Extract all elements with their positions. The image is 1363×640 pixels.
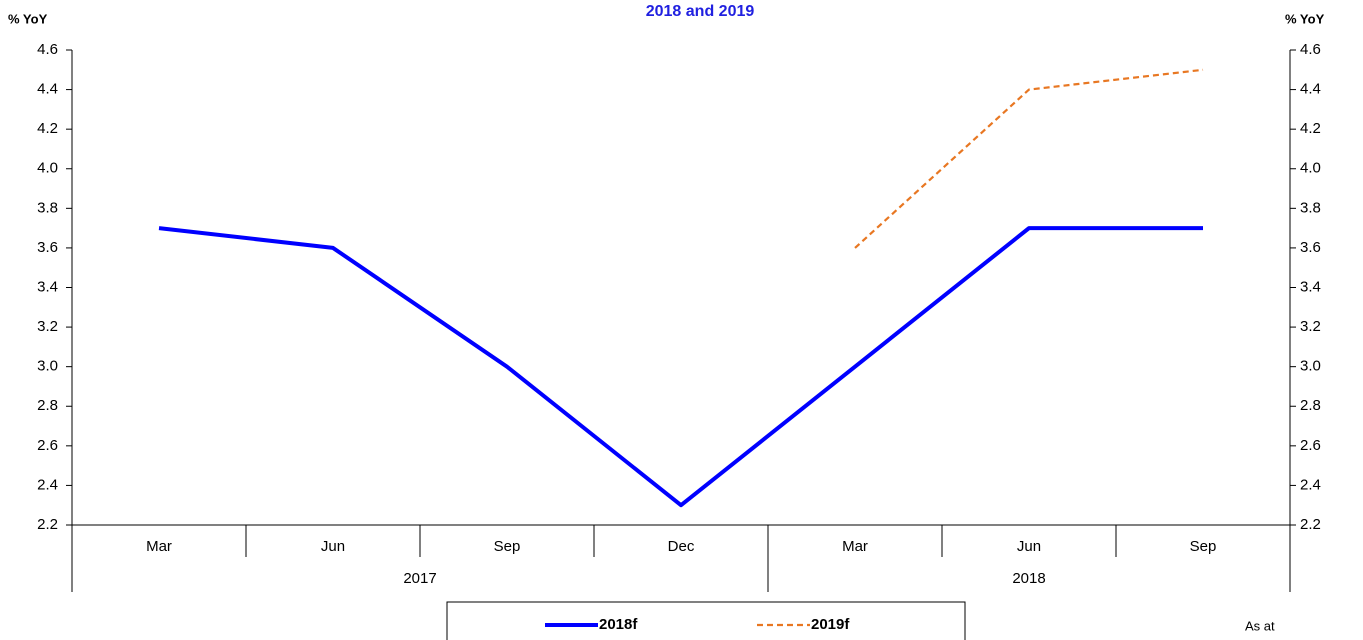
y2-tick-label: 3.8 [1300, 199, 1321, 216]
x-tick-label: Mar [146, 538, 172, 555]
x-tick-label: Sep [1190, 538, 1217, 555]
y-tick-label: 2.2 [37, 516, 58, 533]
chart-title: 2018 and 2019 [646, 3, 755, 20]
y2-tick-label: 2.4 [1300, 476, 1321, 493]
legend-label: 2019f [811, 616, 850, 633]
series-line [158, 226, 1203, 508]
y2-tick-label: 3.2 [1300, 318, 1321, 335]
y2-tick-label: 2.8 [1300, 397, 1321, 414]
y-tick-label: 2.8 [37, 397, 58, 414]
y2-tick-label: 3.4 [1300, 278, 1321, 295]
x-tick-label: Dec [668, 538, 695, 555]
y-tick-label: 3.8 [37, 199, 58, 216]
y-tick-label: 3.6 [37, 239, 58, 256]
y2-tick-label: 4.4 [1300, 81, 1321, 98]
y-tick-label: 4.4 [37, 81, 58, 98]
group-label: 2018 [1012, 570, 1045, 587]
y2-tick-label: 2.2 [1300, 516, 1321, 533]
group-label: 2017 [403, 570, 436, 587]
y2-tick-label: 4.6 [1300, 41, 1321, 58]
y-tick-label: 3.0 [37, 358, 58, 375]
y-tick-label: 3.4 [37, 278, 58, 295]
y2-tick-label: 3.0 [1300, 358, 1321, 375]
y-tick-label: 3.2 [37, 318, 58, 335]
note: As at [1245, 618, 1275, 633]
y-tick-label: 2.6 [37, 437, 58, 454]
y-tick-label: 4.0 [37, 160, 58, 177]
y2-tick-label: 3.6 [1300, 239, 1321, 256]
y-tick-label: 2.4 [37, 476, 58, 493]
series-line [854, 68, 1204, 249]
y2-axis-label: % YoY [1285, 11, 1325, 26]
x-tick-label: Jun [321, 538, 345, 555]
y-tick-label: 4.6 [37, 41, 58, 58]
y2-tick-label: 2.6 [1300, 437, 1321, 454]
y2-tick-label: 4.0 [1300, 160, 1321, 177]
x-tick-label: Mar [842, 538, 868, 555]
x-tick-label: Jun [1017, 538, 1041, 555]
y-axis-label: % YoY [8, 11, 48, 26]
legend-label: 2018f [599, 616, 638, 633]
y2-tick-label: 4.2 [1300, 120, 1321, 137]
legend-box [446, 601, 966, 640]
x-tick-label: Sep [494, 538, 521, 555]
y-tick-label: 4.2 [37, 120, 58, 137]
